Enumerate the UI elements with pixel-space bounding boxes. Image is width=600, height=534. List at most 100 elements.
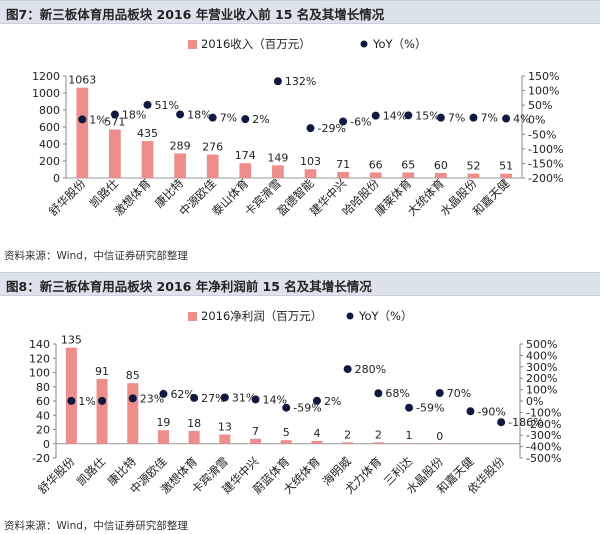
bar xyxy=(76,87,89,178)
left-axis-tick-label: 40 xyxy=(36,409,50,422)
yoy-label: 7% xyxy=(448,112,465,125)
bar xyxy=(403,443,415,444)
yoy-dot xyxy=(176,110,185,119)
left-axis-tick-label: 1000 xyxy=(32,87,60,100)
figure8-title: 图8：新三板体育用品板块 2016 年净利润前 15 名及其增长情况 xyxy=(6,279,372,294)
figure7-source: 资料来源：Wind，中信证券研究部整理 xyxy=(4,250,188,262)
left-axis-tick-label: 400 xyxy=(39,138,60,151)
bar-value-label: 174 xyxy=(235,149,256,162)
legend-bar-label: 2016收入（百万元） xyxy=(201,37,311,51)
bar xyxy=(372,442,384,444)
yoy-dot xyxy=(435,389,444,398)
bar-value-label: 85 xyxy=(126,369,140,382)
yoy-dot xyxy=(497,418,506,427)
yoy-dot xyxy=(502,114,511,123)
left-axis-tick-label: 100 xyxy=(29,367,50,380)
yoy-label: 14% xyxy=(263,393,287,406)
right-axis-tick-label: 150% xyxy=(528,70,559,83)
right-axis-tick-label: -200% xyxy=(526,418,561,431)
right-axis-tick-label: -100% xyxy=(528,143,563,156)
bar xyxy=(239,163,252,178)
left-axis-tick-label: 600 xyxy=(39,121,60,134)
figure7-title: 图7：新三板体育用品板块 2016 年营业收入前 15 名及其增长情况 xyxy=(6,7,385,22)
bar xyxy=(141,141,154,178)
yoy-dot xyxy=(306,124,315,133)
bar-value-label: 1 xyxy=(406,429,413,442)
category-label: 和嘉天健 xyxy=(470,176,513,219)
bar-value-label: 571 xyxy=(104,115,125,128)
yoy-label: -59% xyxy=(416,402,444,415)
yoy-label: 68% xyxy=(385,387,409,400)
bar xyxy=(337,171,349,178)
right-axis-tick-label: 0% xyxy=(526,395,543,408)
yoy-dot xyxy=(98,396,107,405)
yoy-label: 23% xyxy=(140,392,164,405)
legend-dot-swatch xyxy=(360,40,368,48)
yoy-label: 2% xyxy=(252,113,269,126)
bar xyxy=(109,129,121,178)
right-axis-tick-label: -100% xyxy=(526,406,561,419)
yoy-label: 1% xyxy=(89,113,106,126)
right-axis-tick-label: -300% xyxy=(526,429,561,442)
bar xyxy=(342,442,354,444)
category-label: 激想体育 xyxy=(111,176,153,218)
yoy-dot xyxy=(208,113,217,122)
bar-value-label: 60 xyxy=(434,159,448,172)
yoy-dot xyxy=(251,395,260,404)
yoy-label: 1% xyxy=(78,395,95,408)
yoy-dot xyxy=(371,111,380,120)
bar xyxy=(127,383,139,444)
yoy-dot xyxy=(436,113,445,122)
yoy-label: 18% xyxy=(122,108,146,121)
figure8-source: 资料来源：Wind，中信证券研究部整理 xyxy=(4,520,188,532)
category-label: 凯路仕 xyxy=(74,454,109,489)
right-axis-tick-label: -200% xyxy=(528,172,563,185)
bar-value-label: 103 xyxy=(300,155,321,168)
right-axis-tick-label: -400% xyxy=(526,441,561,454)
right-axis-tick-label: -50% xyxy=(528,128,556,141)
yoy-label: -186% xyxy=(508,416,543,429)
bar xyxy=(435,172,447,178)
yoy-dot xyxy=(312,396,321,405)
bar xyxy=(434,443,446,444)
left-axis-tick-label: 800 xyxy=(39,104,60,117)
yoy-dot xyxy=(405,403,414,412)
yoy-dot xyxy=(469,113,478,122)
bar-value-label: 149 xyxy=(267,151,288,164)
yoy-dot xyxy=(159,389,168,398)
bar xyxy=(311,440,323,444)
yoy-label: 4% xyxy=(513,113,530,126)
bar-value-label: 289 xyxy=(170,139,191,152)
yoy-dot xyxy=(241,115,250,124)
yoy-dot xyxy=(404,111,413,120)
bar xyxy=(250,438,262,444)
legend-dot-swatch xyxy=(346,312,354,320)
left-axis-tick-label: 80 xyxy=(36,381,50,394)
right-axis-tick-label: 0% xyxy=(528,114,545,127)
right-axis-tick-label: 300% xyxy=(526,361,557,374)
left-axis-tick-label: 20 xyxy=(36,424,50,437)
bar-value-label: 5 xyxy=(283,426,290,439)
bar-value-label: 18 xyxy=(187,417,201,430)
bar xyxy=(188,430,200,444)
right-axis-tick-label: 50% xyxy=(528,99,552,112)
figure7-chart: 2016收入（百万元） YoY（%） 0 200 400 600 800 1000 1200 -2… xyxy=(32,37,563,219)
bar-value-label: 71 xyxy=(336,158,350,171)
bar-value-label: 2 xyxy=(344,428,351,441)
bar-value-label: 91 xyxy=(95,365,109,378)
yoy-label: 2% xyxy=(324,395,341,408)
yoy-label: 51% xyxy=(155,99,179,112)
bar-value-label: 19 xyxy=(156,416,170,429)
bar xyxy=(369,172,382,178)
right-axis-tick-label: 100% xyxy=(528,85,559,98)
yoy-label: -29% xyxy=(318,122,346,135)
bar xyxy=(500,173,512,178)
right-axis-tick-label: 100% xyxy=(526,384,557,397)
bar xyxy=(304,169,317,178)
legend-dot-label: YoY（%） xyxy=(358,309,413,323)
left-axis-tick-label: -20 xyxy=(32,452,50,465)
yoy-dot xyxy=(282,403,291,412)
yoy-dot xyxy=(343,365,352,374)
yoy-label: 62% xyxy=(170,388,194,401)
bar xyxy=(467,173,480,178)
